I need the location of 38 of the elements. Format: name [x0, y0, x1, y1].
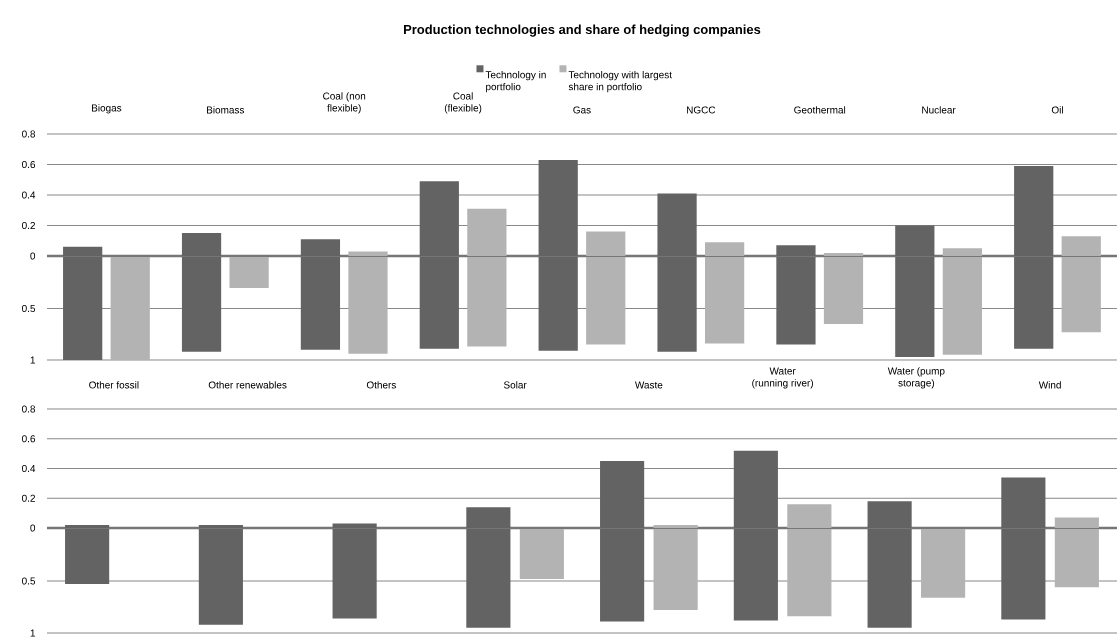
bar [519, 529, 564, 579]
y-tick-label: 0.4 [22, 191, 36, 199]
y-tick-label: 1 [30, 356, 35, 364]
y-tick-label: 0.8 [22, 130, 36, 138]
x-tick-label: Gas [573, 106, 591, 114]
legend-label: Technology with largest share in portfolio [568, 70, 672, 93]
x-tick-label: Biomass [207, 106, 245, 114]
x-tick-label: Other fossil [89, 381, 139, 389]
x-tick-label: Other renewables [208, 381, 287, 389]
x-tick-label: Water (pump storage) [887, 367, 945, 389]
x-tick-label: Water (running river) [752, 367, 813, 389]
y-tick-label: 0 [30, 524, 36, 532]
x-tick-label: Geothermal [794, 106, 846, 114]
chart-title: Production technologies and share of hedging companies [403, 24, 761, 37]
x-tick-label: Coal (non flexible) [323, 92, 366, 114]
y-tick-label: 1 [30, 629, 35, 637]
legend-label: Technology in portfolio [485, 70, 546, 93]
y-tick-label: 0.6 [22, 160, 36, 169]
bar [110, 257, 150, 360]
x-tick-label: Nuclear [922, 106, 956, 114]
y-tick-label: 0.5 [22, 577, 36, 585]
y-tick-label: 0.2 [22, 221, 35, 230]
y-tick-label: 0.5 [22, 304, 36, 313]
y-tick-label: 0.6 [22, 435, 36, 443]
x-tick-label: Oil [1051, 106, 1063, 114]
y-tick-label: 0.8 [22, 405, 36, 413]
y-tick-label: 0.4 [22, 464, 36, 473]
x-tick-label: Waste [634, 381, 663, 389]
x-tick-label: Others [366, 381, 396, 389]
bar [229, 257, 269, 288]
bar [921, 529, 966, 598]
x-tick-label: Coal (flexible) [444, 92, 482, 114]
x-tick-label: Solar [503, 381, 527, 389]
x-tick-label: NGCC [686, 106, 716, 114]
y-tick-label: 0.2 [22, 494, 35, 502]
x-tick-label: Biogas [92, 104, 122, 114]
y-tick-label: 0 [30, 252, 36, 260]
x-tick-label: Wind [1038, 381, 1061, 389]
